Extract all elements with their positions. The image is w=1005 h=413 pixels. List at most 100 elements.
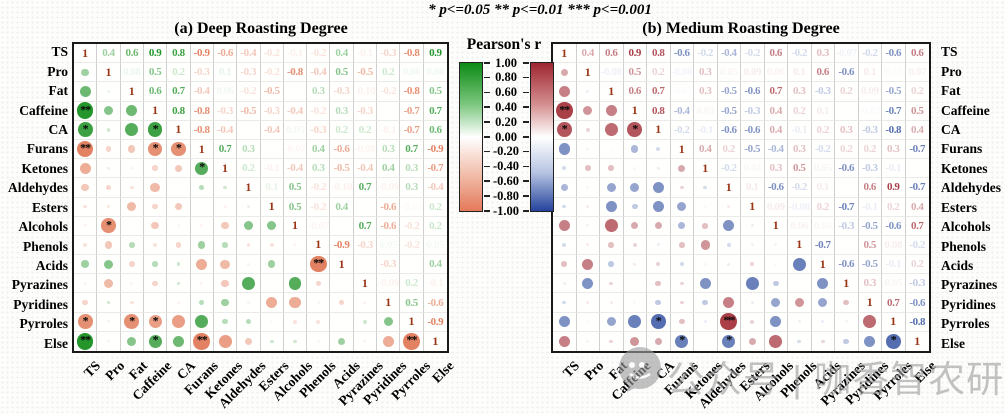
- matrix-cell: 0.5: [143, 63, 168, 83]
- correlation-circle: [267, 221, 277, 231]
- correlation-circle: [105, 146, 112, 152]
- correlation-value: -0.06: [671, 66, 693, 79]
- matrix-cell: [283, 82, 308, 102]
- significance-stars: *: [561, 121, 568, 136]
- matrix-cell: [353, 197, 378, 217]
- matrix-cell: [741, 216, 765, 236]
- correlation-circle: [885, 334, 901, 349]
- matrix-cell: 1: [307, 235, 331, 256]
- correlation-circle: [702, 223, 709, 229]
- matrix-cell: -0.5: [882, 82, 906, 102]
- matrix-cell: -0.2: [260, 44, 284, 64]
- matrix-cell: [694, 293, 718, 313]
- correlation-value: -0.6: [885, 219, 902, 232]
- matrix-cell: *: [143, 120, 168, 140]
- legend-tick-label: -0.20: [492, 144, 520, 159]
- correlation-value: -0.4: [356, 162, 373, 175]
- matrix-cell: [237, 120, 261, 140]
- correlation-value: 0.5: [288, 200, 302, 213]
- correlation-value: 0.8: [651, 104, 665, 117]
- matrix-cell: -0.4: [764, 139, 788, 160]
- row-label-ca: CA: [941, 121, 961, 137]
- matrix-cell: 0.4: [764, 101, 788, 121]
- matrix-cell: 1: [377, 293, 401, 313]
- matrix-cell: [143, 159, 168, 179]
- correlation-value: 0.6: [628, 85, 642, 98]
- matrix-cell: [190, 293, 214, 313]
- correlation-circle: [750, 301, 754, 305]
- diagonal-value: 1: [175, 122, 182, 137]
- matrix-cell: [600, 139, 624, 160]
- matrix-cell: [694, 216, 718, 236]
- matrix-cell: [213, 293, 238, 313]
- watermark-text: 公众号 | 咖香智农研究社: [667, 359, 1005, 400]
- matrix-cell: [237, 255, 261, 275]
- matrix-cell: [260, 216, 284, 236]
- matrix-cell: [647, 255, 671, 275]
- matrix-cell: [576, 255, 600, 275]
- correlation-value: 0.7: [910, 219, 924, 232]
- matrix-cell: -0.2: [788, 44, 812, 64]
- matrix-cell: 0.2: [237, 159, 261, 179]
- correlation-value: -0.2: [310, 200, 327, 213]
- correlation-circle: [586, 205, 590, 209]
- correlation-value: 0.03: [884, 66, 903, 79]
- correlation-value: -0.8: [287, 66, 303, 79]
- correlation-circle: [198, 299, 205, 306]
- matrix-cell: [120, 120, 144, 140]
- matrix-cell: 1: [424, 332, 447, 351]
- correlation-circle: [727, 205, 731, 209]
- matrix-cell: [576, 274, 600, 294]
- legend-colorbar-red-blue: [530, 62, 554, 212]
- matrix-cell: 0.8: [167, 44, 191, 64]
- correlation-circle: [562, 300, 567, 305]
- correlation-circle: [770, 316, 782, 328]
- correlation-circle: [703, 185, 708, 190]
- correlation-value: 0.3: [242, 143, 255, 156]
- correlation-value: -0.5: [861, 258, 878, 271]
- legend-tick-label: 0.60: [495, 85, 517, 100]
- correlation-circle: [153, 243, 157, 247]
- correlation-circle: [655, 299, 662, 306]
- matrix-cell: 0.4: [764, 120, 788, 140]
- matrix-cell: -0.10: [353, 82, 378, 102]
- correlation-value: 0.4: [312, 143, 325, 156]
- correlation-value: -0.02: [671, 85, 693, 98]
- legend-tick-label: -1.00: [492, 203, 520, 218]
- matrix-cell: 0.5: [788, 159, 812, 179]
- correlation-value: -0.2: [310, 47, 327, 60]
- matrix-cell: *: [718, 331, 741, 351]
- correlation-circle: [363, 339, 367, 343]
- correlation-value: -0.2: [263, 47, 280, 60]
- matrix-cell: 0.5: [400, 293, 424, 313]
- correlation-circle: [675, 334, 689, 348]
- significance-stars: *: [655, 313, 662, 328]
- correlation-circle: [106, 320, 110, 324]
- correlation-circle: [677, 201, 687, 212]
- legend-tick-mark: [484, 165, 490, 168]
- correlation-value: -0.09: [377, 277, 399, 290]
- matrix-cell: [670, 159, 694, 179]
- matrix-cell: [623, 312, 647, 332]
- correlation-circle: [129, 242, 135, 248]
- matrix-cell: 0.2: [167, 63, 191, 83]
- matrix-cell: -0.3: [330, 82, 354, 102]
- matrix-cell: 0.9: [143, 44, 168, 64]
- correlation-circle: [586, 185, 590, 189]
- matrix-cell: 0.04: [811, 216, 835, 236]
- correlation-circle: [171, 315, 185, 329]
- matrix-cell: [97, 197, 121, 217]
- matrix-cell: -0.6: [905, 293, 929, 313]
- row-label-else: Else: [941, 335, 966, 351]
- row-label-furans: Furans: [941, 141, 983, 157]
- correlation-circle: [125, 123, 139, 137]
- matrix-cell: -0.4: [213, 120, 238, 140]
- correlation-circle: [223, 185, 227, 190]
- correlation-circle: [383, 317, 393, 327]
- correlation-circle: [176, 262, 181, 266]
- matrix-cell: -0.9: [190, 44, 214, 64]
- correlation-circle: [104, 241, 113, 249]
- matrix-cell: [74, 293, 98, 313]
- matrix-cell: -0.6: [835, 255, 859, 275]
- matrix-cell: 0.08: [120, 63, 144, 83]
